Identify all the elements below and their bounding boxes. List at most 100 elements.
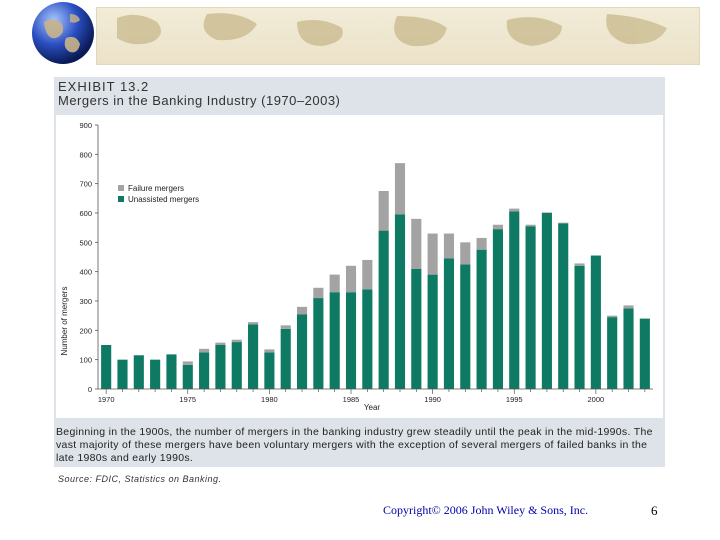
x-tick-label: 1970 bbox=[98, 395, 115, 404]
y-tick-label: 900 bbox=[79, 121, 92, 130]
bar-unassisted-1994 bbox=[492, 229, 503, 389]
x-axis-title: Year bbox=[364, 403, 381, 412]
bar-unassisted-1982 bbox=[296, 314, 308, 389]
exhibit-title: EXHIBIT 13.2 bbox=[58, 79, 150, 94]
slide-banner bbox=[0, 0, 720, 66]
legend-label: Failure mergers bbox=[128, 184, 184, 193]
bar-unassisted-1989 bbox=[411, 268, 422, 389]
bar-unassisted-1995 bbox=[509, 211, 520, 389]
bar-failure-1984 bbox=[329, 274, 340, 293]
bar-failure-1977 bbox=[215, 342, 226, 345]
bar-group bbox=[101, 163, 650, 389]
bar-failure-1980 bbox=[264, 349, 275, 353]
bar-failure-1986 bbox=[362, 259, 373, 290]
chart-title: Mergers in the Banking Industry (1970–20… bbox=[58, 93, 341, 108]
y-tick-label: 400 bbox=[79, 268, 92, 277]
globe-icon bbox=[32, 2, 94, 64]
bar-unassisted-1996 bbox=[525, 226, 536, 389]
bar-unassisted-1971 bbox=[117, 359, 128, 389]
bar-failure-1975 bbox=[182, 361, 193, 365]
copyright-notice: Copyright© 2006 John Wiley & Sons, Inc. bbox=[383, 503, 589, 517]
x-tick-label: 1990 bbox=[424, 395, 441, 404]
y-tick-label: 300 bbox=[79, 297, 92, 306]
bar-unassisted-1991 bbox=[443, 258, 455, 389]
y-tick-label: 200 bbox=[79, 326, 92, 335]
legend-swatch bbox=[118, 196, 124, 202]
bar-unassisted-1973 bbox=[150, 359, 161, 389]
y-tick-label: 600 bbox=[79, 209, 92, 218]
bar-unassisted-1974 bbox=[166, 354, 177, 389]
world-map-banner bbox=[96, 7, 700, 65]
bar-failure-1981 bbox=[280, 325, 291, 329]
x-tick-label: 1995 bbox=[506, 395, 523, 404]
bar-unassisted-2003 bbox=[639, 318, 650, 389]
bar-unassisted-1997 bbox=[541, 213, 552, 389]
bar-failure-1992 bbox=[460, 242, 471, 265]
bar-failure-1991 bbox=[443, 233, 455, 259]
bar-unassisted-1972 bbox=[133, 355, 144, 389]
y-tick-label: 0 bbox=[88, 385, 92, 394]
bar-unassisted-1984 bbox=[329, 292, 340, 389]
y-tick-label: 700 bbox=[79, 180, 92, 189]
bar-unassisted-1992 bbox=[460, 264, 471, 389]
x-tick-label: 1985 bbox=[343, 395, 360, 404]
chart-frame: 0 100 200 300 400 500 600 700 800 900 1970 1975 198… bbox=[56, 115, 663, 418]
legend-swatch bbox=[118, 185, 124, 191]
page-number: 6 bbox=[651, 503, 658, 518]
bar-failure-1998 bbox=[558, 222, 569, 224]
map-continents bbox=[117, 13, 667, 47]
source-note: Source: FDIC, Statistics on Banking. bbox=[58, 474, 222, 484]
bar-unassisted-1976 bbox=[199, 352, 210, 389]
bar-failure-1976 bbox=[199, 348, 210, 353]
bar-failure-1994 bbox=[492, 224, 503, 230]
bar-failure-1979 bbox=[248, 322, 259, 325]
bar-failure-1983 bbox=[313, 287, 324, 299]
bar-failure-1997 bbox=[541, 212, 552, 213]
x-tick-label: 1980 bbox=[261, 395, 278, 404]
bar-unassisted-1985 bbox=[345, 292, 357, 389]
bar-unassisted-2001 bbox=[607, 317, 618, 389]
bar-unassisted-2002 bbox=[623, 308, 634, 389]
bar-unassisted-1978 bbox=[231, 342, 242, 389]
bar-failure-1985 bbox=[345, 265, 357, 293]
bar-failure-1995 bbox=[509, 208, 520, 212]
bar-failure-1990 bbox=[427, 233, 438, 275]
bar-unassisted-2000 bbox=[590, 255, 601, 389]
bar-failure-2001 bbox=[607, 315, 618, 318]
y-axis: 0 100 200 300 400 500 600 700 800 900 bbox=[79, 121, 99, 394]
bar-unassisted-1983 bbox=[313, 298, 324, 389]
bar-failure-1993 bbox=[476, 237, 487, 250]
bar-unassisted-1998 bbox=[558, 223, 569, 389]
y-tick-label: 800 bbox=[79, 150, 92, 159]
bar-failure-1999 bbox=[574, 263, 585, 266]
y-tick-label: 500 bbox=[79, 238, 92, 247]
bar-unassisted-1990 bbox=[427, 274, 438, 389]
bar-failure-1988 bbox=[394, 163, 406, 215]
bar-unassisted-1988 bbox=[394, 214, 406, 389]
bar-unassisted-1981 bbox=[280, 328, 291, 389]
bar-failure-1996 bbox=[525, 224, 536, 227]
legend-label: Unassisted mergers bbox=[128, 195, 199, 204]
bar-failure-1982 bbox=[296, 306, 308, 315]
bar-unassisted-1987 bbox=[378, 230, 389, 389]
bar-unassisted-1970 bbox=[101, 345, 112, 389]
x-tick-label: 1975 bbox=[179, 395, 196, 404]
x-axis: 1970 1975 1980 1985 1990 1995 2000 bbox=[98, 388, 653, 404]
bar-unassisted-1977 bbox=[215, 345, 226, 389]
bar-failure-1987 bbox=[378, 191, 389, 231]
bar-unassisted-1979 bbox=[248, 324, 259, 389]
bar-chart: 0 100 200 300 400 500 600 700 800 900 1970 1975 198… bbox=[60, 121, 653, 412]
exhibit-caption: Beginning in the 1900s, the number of me… bbox=[56, 426, 653, 464]
y-axis-title: Number of mergers bbox=[60, 287, 69, 356]
bar-unassisted-1999 bbox=[574, 265, 585, 389]
bar-unassisted-1986 bbox=[362, 289, 373, 389]
bar-unassisted-1980 bbox=[264, 352, 275, 389]
bar-failure-1978 bbox=[231, 339, 242, 343]
x-tick-label: 2000 bbox=[588, 395, 605, 404]
bar-failure-1989 bbox=[411, 218, 422, 269]
legend: Failure mergers Unassisted mergers bbox=[118, 184, 199, 204]
y-tick-label: 100 bbox=[79, 356, 92, 365]
bar-unassisted-1993 bbox=[476, 249, 487, 389]
bar-failure-2002 bbox=[623, 305, 634, 309]
bar-unassisted-1975 bbox=[182, 364, 193, 389]
